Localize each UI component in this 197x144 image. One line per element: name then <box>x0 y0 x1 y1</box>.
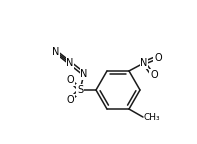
Text: N: N <box>80 69 88 79</box>
Text: O: O <box>66 95 74 105</box>
Text: S: S <box>77 85 83 95</box>
Text: CH₃: CH₃ <box>144 113 161 122</box>
Text: O: O <box>150 70 158 80</box>
Text: O: O <box>154 53 162 63</box>
Text: O: O <box>66 75 74 85</box>
Text: N: N <box>66 58 74 68</box>
Text: N: N <box>140 58 148 68</box>
Text: N: N <box>52 47 60 57</box>
